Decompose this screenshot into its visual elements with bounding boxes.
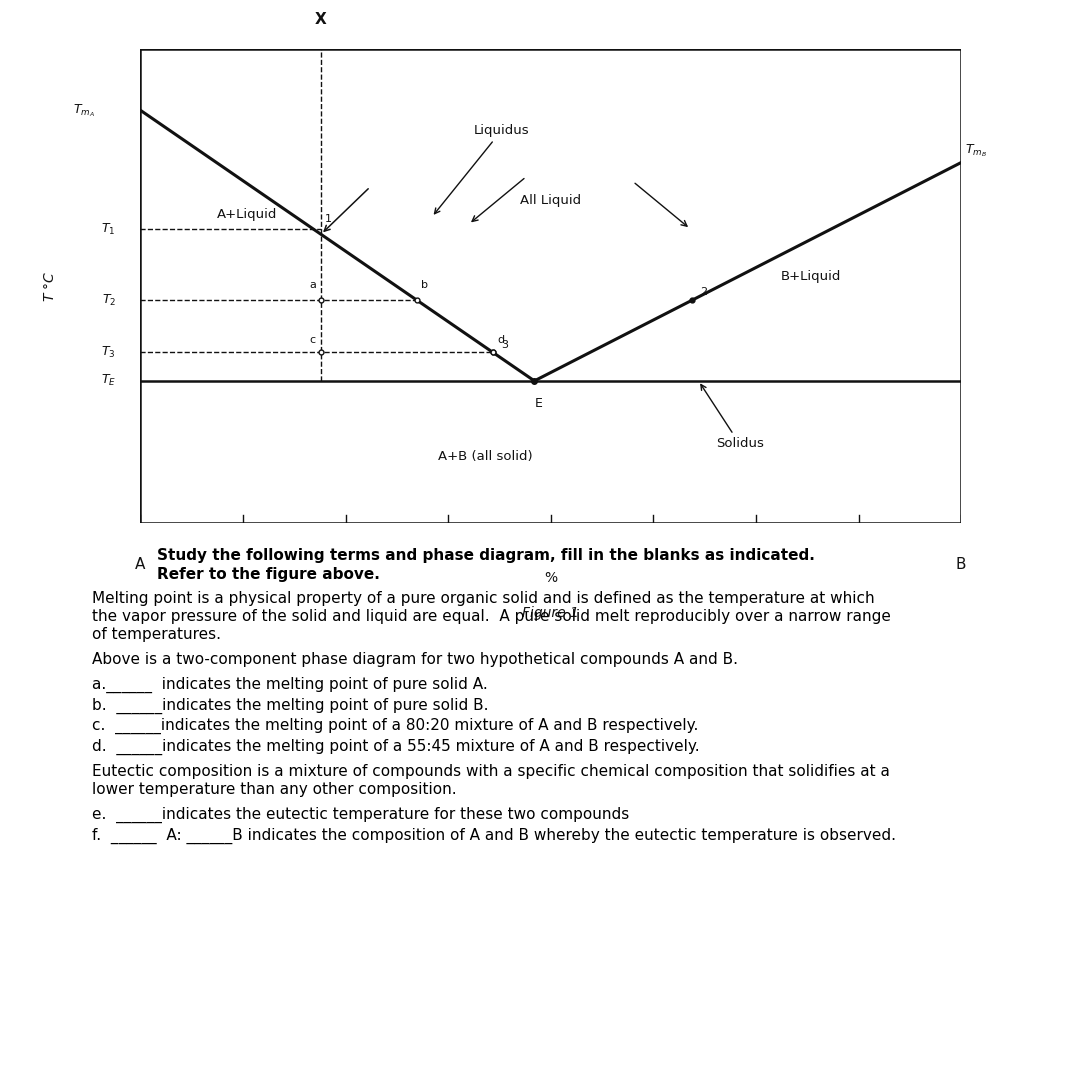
Text: 2: 2 [700, 287, 707, 298]
Text: e.  ______indicates the eutectic temperature for these two compounds: e. ______indicates the eutectic temperat… [92, 807, 629, 823]
Text: a: a [309, 281, 316, 290]
Text: d: d [497, 334, 504, 345]
Text: B: B [956, 557, 967, 572]
Text: A: A [135, 557, 146, 572]
Text: $T_2$: $T_2$ [102, 292, 116, 308]
Text: Solidus: Solidus [701, 384, 764, 450]
Text: B+Liquid: B+Liquid [781, 270, 841, 283]
Text: d.  ______indicates the melting point of a 55:45 mixture of A and B respectively: d. ______indicates the melting point of … [92, 739, 700, 755]
Text: A+B (all solid): A+B (all solid) [437, 450, 532, 463]
Text: Figure 1: Figure 1 [523, 606, 579, 620]
Text: 1: 1 [325, 214, 332, 223]
Text: $T_3$: $T_3$ [102, 345, 116, 360]
Text: %: % [544, 571, 557, 585]
Text: Liquidus: Liquidus [434, 124, 529, 214]
Text: lower temperature than any other composition.: lower temperature than any other composi… [92, 782, 457, 797]
Text: $T_{m_A}$: $T_{m_A}$ [73, 103, 95, 119]
Text: Eutectic composition is a mixture of compounds with a specific chemical composit: Eutectic composition is a mixture of com… [92, 764, 890, 779]
Text: b.  ______indicates the melting point of pure solid B.: b. ______indicates the melting point of … [92, 698, 488, 714]
Text: f.  ______  A: ______B indicates the composition of A and B whereby the eutectic: f. ______ A: ______B indicates the compo… [92, 828, 895, 844]
Text: c.  ______indicates the melting point of a 80:20 mixture of A and B respectively: c. ______indicates the melting point of … [92, 719, 698, 735]
Text: All Liquid: All Liquid [521, 194, 581, 207]
Text: 3: 3 [501, 340, 508, 350]
Text: Above is a two-component phase diagram for two hypothetical compounds A and B.: Above is a two-component phase diagram f… [92, 653, 738, 667]
Text: A+Liquid: A+Liquid [217, 208, 278, 221]
Text: X: X [315, 12, 327, 27]
Text: $T_E$: $T_E$ [100, 373, 116, 388]
Text: of temperatures.: of temperatures. [92, 627, 220, 642]
Text: Study the following terms and phase diagram, fill in the blanks as indicated.: Study the following terms and phase diag… [157, 548, 814, 563]
Text: the vapor pressure of the solid and liquid are equal.  A pure solid melt reprodu: the vapor pressure of the solid and liqu… [92, 610, 891, 625]
Text: b: b [421, 281, 428, 290]
Text: $T$ $°C$: $T$ $°C$ [43, 270, 57, 302]
Text: $T_{m_B}$: $T_{m_B}$ [966, 142, 987, 159]
Text: Melting point is a physical property of a pure organic solid and is defined as t: Melting point is a physical property of … [92, 591, 875, 606]
Text: Refer to the figure above.: Refer to the figure above. [157, 566, 379, 582]
Text: E: E [535, 397, 542, 410]
Text: $T_1$: $T_1$ [102, 221, 116, 236]
Text: c: c [310, 334, 315, 345]
Text: a.______  indicates the melting point of pure solid A.: a.______ indicates the melting point of … [92, 677, 487, 693]
